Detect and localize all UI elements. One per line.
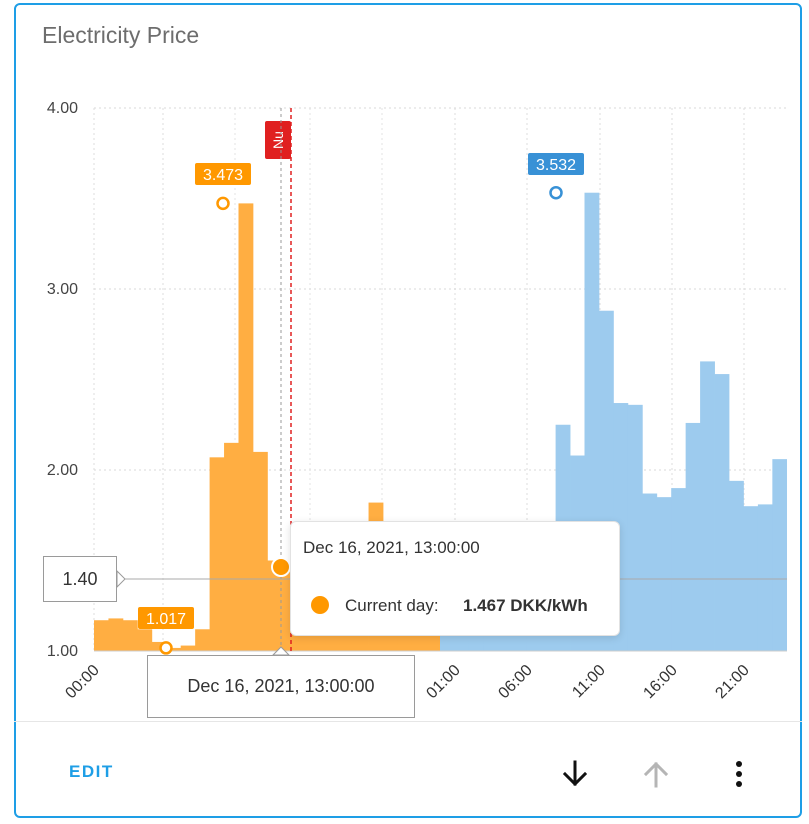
bar-current-day: [224, 442, 239, 651]
x-tick-label: 11:00: [569, 662, 609, 702]
crosshair-y-pointer: [116, 569, 126, 589]
now-marker: [265, 121, 291, 159]
y-tick-label: 3.00: [47, 281, 78, 298]
bar-current-day: [94, 620, 109, 651]
bar-next-day: [656, 497, 672, 651]
y-tick-label: 4.00: [47, 100, 78, 117]
bar-next-day: [700, 361, 715, 651]
bar-current-day: [195, 629, 210, 651]
y-tick-label: 2.00: [47, 462, 78, 479]
bar-current-day: [108, 618, 124, 651]
edit-button[interactable]: EDIT: [69, 762, 114, 781]
x-tick-label: 01:00: [423, 662, 463, 702]
now-label: Nu: [270, 131, 286, 149]
arrow-down-icon[interactable]: [557, 756, 593, 792]
tooltip-series-label: Current day:: [345, 596, 439, 615]
max-next-label: 3.532: [536, 157, 576, 174]
y-tick-label: 1.00: [47, 643, 78, 660]
crosshair-x-label: Dec 16, 2021, 13:00:00: [147, 655, 415, 718]
crosshair-y-label: 1.40: [43, 556, 117, 602]
max-next-badge: [528, 153, 584, 175]
x-tick-label: 00:00: [62, 662, 102, 702]
max-next-point: [549, 185, 563, 200]
bar-current-day: [209, 457, 225, 651]
bar-next-day: [671, 488, 687, 651]
bar-current-day: [267, 560, 283, 651]
series-marker-icon: [311, 596, 329, 614]
bar-current-day: [151, 641, 167, 651]
bar-next-day: [627, 404, 643, 651]
bar-current-day: [252, 451, 268, 651]
bar-next-day: [772, 459, 787, 651]
bar-next-day: [729, 480, 744, 651]
max-current-label: 3.473: [203, 167, 243, 184]
arrow-up-icon[interactable]: [638, 756, 674, 792]
max-current-point: [216, 196, 230, 211]
card-divider: [14, 721, 802, 722]
bar-next-day: [642, 493, 658, 651]
bar-current-day: [180, 645, 196, 651]
max-current-badge: [195, 163, 251, 185]
x-tick-label: 21:00: [712, 662, 752, 702]
min-current-label: 1.017: [146, 611, 186, 628]
hover-point: [271, 557, 291, 577]
bar-next-day: [757, 504, 773, 651]
more-vert-icon[interactable]: [721, 756, 757, 792]
min-current-point: [159, 641, 173, 655]
card-title: Electricity Price: [42, 22, 200, 48]
x-tick-label: 16:00: [640, 662, 680, 702]
bar-current-day: [238, 203, 254, 651]
bar-current-day: [137, 629, 153, 651]
bar-current-day: [166, 647, 182, 651]
x-tick-label: 06:00: [495, 662, 535, 702]
tooltip-timestamp: Dec 16, 2021, 13:00:00: [303, 538, 480, 557]
min-current-badge: [138, 607, 194, 629]
bar-next-day: [685, 422, 701, 651]
bar-current-day: [122, 620, 138, 651]
bar-next-day: [714, 374, 730, 651]
chart-tooltip: Dec 16, 2021, 13:00:00 Current day: 1.46…: [290, 521, 620, 636]
tooltip-value: 1.467 DKK/kWh: [463, 596, 588, 615]
